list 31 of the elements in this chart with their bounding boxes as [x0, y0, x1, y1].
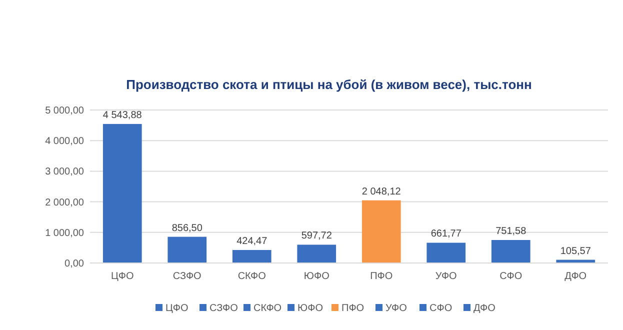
chart-title: Производство скота и птицы на убой (в живом весе), тыс.тонн: [126, 77, 532, 92]
legend-label: УФО: [386, 303, 408, 314]
y-tick-label: 3 000,00: [45, 166, 84, 178]
x-tick-label: СФО: [500, 271, 522, 282]
x-tick-label: ЦФО: [110, 271, 134, 282]
x-tick-label: СЗФО: [172, 271, 202, 282]
y-tick-label: 1 000,00: [45, 228, 84, 239]
data-label: 424,47: [236, 236, 268, 248]
x-tick-label: УФО: [435, 271, 458, 282]
legend-label: СКФО: [254, 303, 282, 314]
legend-label: СФО: [430, 303, 452, 314]
legend-label: ЦФО: [166, 303, 188, 314]
legend-label: ПФО: [342, 303, 364, 314]
y-tick-label: 2 000,00: [45, 197, 84, 208]
x-tick-label: ПФО: [370, 271, 393, 282]
x-tick-label: СКФО: [238, 271, 266, 282]
data-label: 105,57: [560, 246, 592, 257]
data-label: 751,58: [496, 226, 527, 237]
legend-label: ЮФО: [298, 303, 324, 314]
data-label: 4 543,88: [102, 110, 142, 121]
y-tick-label: 0,00: [64, 258, 84, 270]
data-label: 597,72: [301, 230, 332, 242]
legend-label: СЗФО: [210, 303, 238, 314]
x-tick-label: ДФО: [564, 271, 587, 282]
y-tick-label: 4 000,00: [45, 136, 84, 148]
legend-label: ДФО: [474, 303, 496, 314]
data-label: 2 048,12: [362, 186, 402, 198]
data-label: 856,50: [172, 222, 203, 234]
data-label: 661,77: [430, 228, 462, 240]
x-tick-label: ЮФО: [304, 271, 330, 282]
y-tick-label: 5 000,00: [45, 106, 84, 116]
